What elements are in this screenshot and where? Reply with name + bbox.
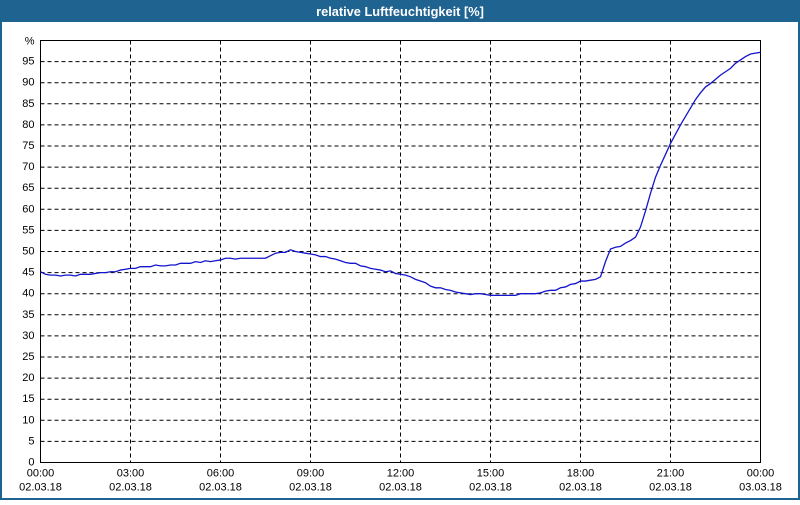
svg-text:45: 45 bbox=[22, 267, 34, 279]
svg-text:02.03.18: 02.03.18 bbox=[379, 482, 422, 494]
svg-text:50: 50 bbox=[22, 246, 34, 258]
svg-text:21:00: 21:00 bbox=[657, 468, 685, 480]
svg-text:10: 10 bbox=[22, 414, 34, 426]
svg-text:15: 15 bbox=[22, 393, 34, 405]
svg-text:06:00: 06:00 bbox=[207, 468, 235, 480]
svg-text:55: 55 bbox=[22, 224, 34, 236]
svg-text:02.03.18: 02.03.18 bbox=[289, 482, 332, 494]
svg-text:80: 80 bbox=[22, 119, 34, 131]
svg-text:60: 60 bbox=[22, 203, 34, 215]
svg-text:30: 30 bbox=[22, 330, 34, 342]
svg-text:90: 90 bbox=[22, 77, 34, 89]
svg-text:03.03.18: 03.03.18 bbox=[739, 482, 782, 494]
svg-text:02.03.18: 02.03.18 bbox=[649, 482, 692, 494]
svg-text:02.03.18: 02.03.18 bbox=[109, 482, 152, 494]
svg-text:18:00: 18:00 bbox=[567, 468, 595, 480]
svg-text:09:00: 09:00 bbox=[297, 468, 325, 480]
svg-text:03:00: 03:00 bbox=[117, 468, 145, 480]
svg-text:40: 40 bbox=[22, 288, 34, 300]
svg-text:75: 75 bbox=[22, 140, 34, 152]
svg-text:12:00: 12:00 bbox=[387, 468, 415, 480]
svg-text:02.03.18: 02.03.18 bbox=[559, 482, 602, 494]
svg-text:35: 35 bbox=[22, 309, 34, 321]
svg-text:20: 20 bbox=[22, 372, 34, 384]
svg-text:00:00: 00:00 bbox=[27, 468, 55, 480]
svg-text:15:00: 15:00 bbox=[477, 468, 505, 480]
svg-text:02.03.18: 02.03.18 bbox=[199, 482, 242, 494]
svg-text:00:00: 00:00 bbox=[747, 468, 775, 480]
svg-text:25: 25 bbox=[22, 351, 34, 363]
svg-text:85: 85 bbox=[22, 98, 34, 110]
svg-text:65: 65 bbox=[22, 182, 34, 194]
svg-text:02.03.18: 02.03.18 bbox=[19, 482, 62, 494]
svg-text:95: 95 bbox=[22, 56, 34, 68]
svg-text:%: % bbox=[25, 36, 35, 48]
svg-text:02.03.18: 02.03.18 bbox=[469, 482, 512, 494]
svg-text:5: 5 bbox=[28, 435, 34, 447]
svg-text:70: 70 bbox=[22, 161, 34, 173]
